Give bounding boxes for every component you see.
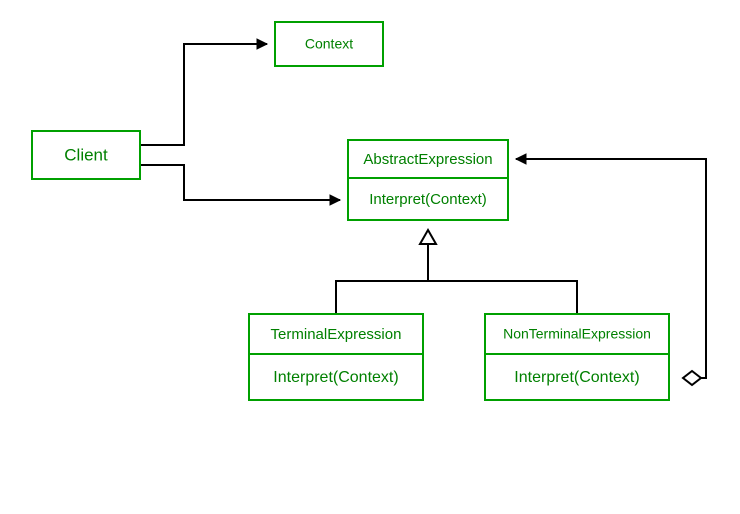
node-terminal: TerminalExpression Interpret(Context): [249, 314, 423, 400]
edge-terminal-generalize: [336, 230, 436, 314]
node-client-title: Client: [64, 145, 108, 164]
node-abstract-title: AbstractExpression: [363, 151, 492, 168]
edge-client-to-abstract: [140, 165, 340, 205]
node-client: Client: [32, 131, 140, 179]
node-abstract-method: Interpret(Context): [369, 191, 487, 208]
edge-client-to-context: [140, 39, 267, 145]
node-context-title: Context: [305, 36, 353, 52]
node-nonterminal-method: Interpret(Context): [514, 369, 639, 386]
node-nonterminal: NonTerminalExpression Interpret(Context): [485, 314, 669, 400]
nodes-layer: Client Context AbstractExpression Interpret…: [32, 22, 669, 400]
node-context: Context: [275, 22, 383, 66]
uml-diagram: Client Context AbstractExpression Interpret…: [0, 0, 740, 514]
node-terminal-title: TerminalExpression: [271, 326, 402, 343]
node-terminal-method: Interpret(Context): [273, 369, 398, 386]
node-abstract: AbstractExpression Interpret(Context): [348, 140, 508, 220]
node-nonterminal-title: NonTerminalExpression: [503, 326, 651, 342]
edge-nonterminal-generalize: [428, 281, 577, 314]
